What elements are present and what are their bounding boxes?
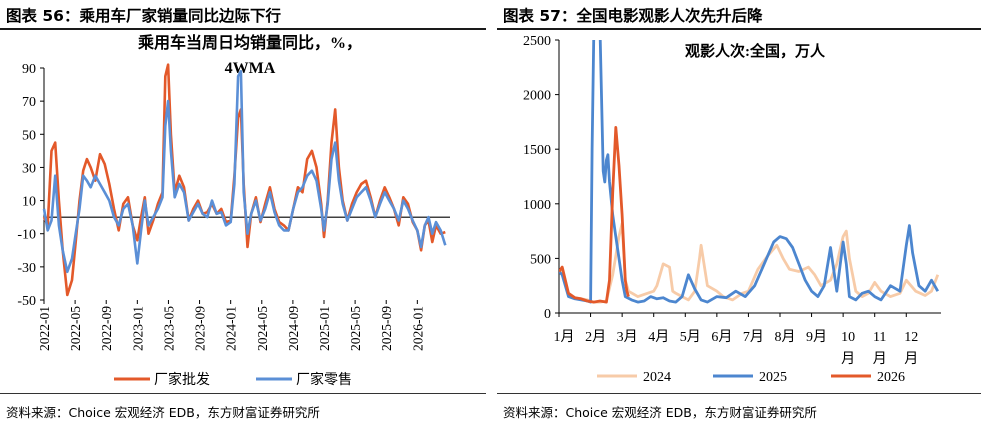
legend-label-y2025: 2025 bbox=[759, 370, 787, 385]
x-tick-label-suffix: 月 bbox=[841, 351, 855, 367]
series-line-retail bbox=[42, 69, 447, 274]
x-tick-label: 2025-01 bbox=[317, 306, 332, 351]
legend-label-y2024: 2024 bbox=[643, 370, 671, 385]
y-tick-label: 50 bbox=[22, 128, 36, 143]
x-tick-label: 2022-09 bbox=[99, 306, 114, 351]
y-tick-label: 500 bbox=[530, 252, 551, 267]
x-tick-label: 5月 bbox=[680, 329, 701, 345]
x-tick-label: 2025-05 bbox=[348, 306, 363, 351]
right-figure-heading: 图表 57：全国电影观影人次先升后降 bbox=[503, 7, 763, 25]
y-tick-label: 30 bbox=[22, 161, 36, 176]
y-tick-label: -10 bbox=[17, 228, 36, 243]
chart-title-line: 乘用车当周日均销量同比，%， bbox=[137, 33, 362, 52]
x-tick-label: 4月 bbox=[648, 329, 669, 345]
chart-title-line: 4WMA bbox=[225, 60, 276, 77]
x-tick-label: 2022-01 bbox=[37, 306, 52, 351]
x-tick-label-suffix: 月 bbox=[904, 351, 918, 367]
left-figure-heading: 图表 56：乘用车厂家销量同比边际下行 bbox=[6, 7, 281, 25]
y-tick-label: 90 bbox=[22, 62, 36, 77]
x-tick-label: 2月 bbox=[585, 329, 606, 345]
right-chart-panel: 图表 57：全国电影观影人次先升后降 观影人次:全国，万人 2500 2000 150… bbox=[497, 0, 987, 423]
y-tick-label: 2500 bbox=[523, 34, 551, 49]
x-tick-label: 7月 bbox=[743, 329, 764, 345]
x-tick-label: 3月 bbox=[617, 329, 638, 345]
y-tick-label: -50 bbox=[17, 294, 36, 309]
x-tick-label: 9月 bbox=[806, 329, 827, 345]
y-tick-label: 70 bbox=[22, 95, 36, 110]
x-tick-label: 2023-01 bbox=[130, 306, 145, 351]
x-tick-label: 2024-01 bbox=[224, 306, 239, 351]
y-tick-label: 10 bbox=[22, 195, 36, 210]
x-tick-label: 10 bbox=[841, 330, 855, 345]
x-tick-label: 2024-09 bbox=[286, 306, 301, 351]
legend-label-retail: 厂家零售 bbox=[296, 371, 352, 388]
series-line-y2026 bbox=[559, 126, 630, 304]
wholesale-retail-yoy-line-chart: 乘用车当周日均销量同比，%，4WMA9070503010-10-30-50202… bbox=[17, 33, 450, 388]
x-tick-label: 2022-05 bbox=[68, 306, 83, 351]
left-source-note: 资料来源：Choice 宏观经济 EDB，东方财富证券研究所 bbox=[6, 405, 320, 420]
x-tick-label-suffix: 月 bbox=[873, 351, 887, 367]
left-chart-panel: 图表 56：乘用车厂家销量同比边际下行 乘用车当周日均销量同比，%， 4WMA 90… bbox=[0, 0, 492, 423]
x-tick-label: 12 bbox=[904, 330, 918, 345]
series-line-y2025 bbox=[559, 40, 940, 304]
left-source-rule bbox=[0, 393, 486, 394]
y-tick-label: 1000 bbox=[523, 198, 551, 213]
x-tick-label: 2026-01 bbox=[410, 306, 425, 351]
y-tick-label: 2000 bbox=[523, 89, 551, 104]
x-tick-label: 2023-05 bbox=[161, 306, 176, 351]
legend-label-wholesale: 厂家批发 bbox=[154, 371, 210, 388]
x-tick-label: 2023-09 bbox=[193, 306, 208, 351]
right-source-note: 资料来源：Choice 宏观经济 EDB，东方财富证券研究所 bbox=[503, 405, 817, 420]
right-heading-rule bbox=[497, 28, 981, 30]
y-tick-label: 1500 bbox=[523, 143, 551, 158]
left-heading-rule bbox=[0, 28, 486, 30]
x-tick-label: 2024-05 bbox=[255, 306, 270, 351]
movie-attendance-line-chart: 观影人次:全国，万人 2500 2000 1500 1000 500 01月 2月 3月 4月 5月… bbox=[523, 34, 941, 385]
x-tick-label: 1月 bbox=[554, 329, 575, 345]
x-tick-label: 8月 bbox=[774, 329, 795, 345]
y-tick-label: 0 bbox=[544, 307, 551, 322]
y-tick-label: -30 bbox=[17, 261, 36, 276]
legend-label-y2026: 2026 bbox=[877, 370, 905, 385]
chart-title: 观影人次:全国，万人 bbox=[685, 42, 826, 60]
x-tick-label: 6月 bbox=[711, 329, 732, 345]
right-source-rule bbox=[497, 393, 981, 394]
x-tick-label: 11 bbox=[873, 330, 886, 345]
x-tick-label: 2025-09 bbox=[379, 306, 394, 351]
